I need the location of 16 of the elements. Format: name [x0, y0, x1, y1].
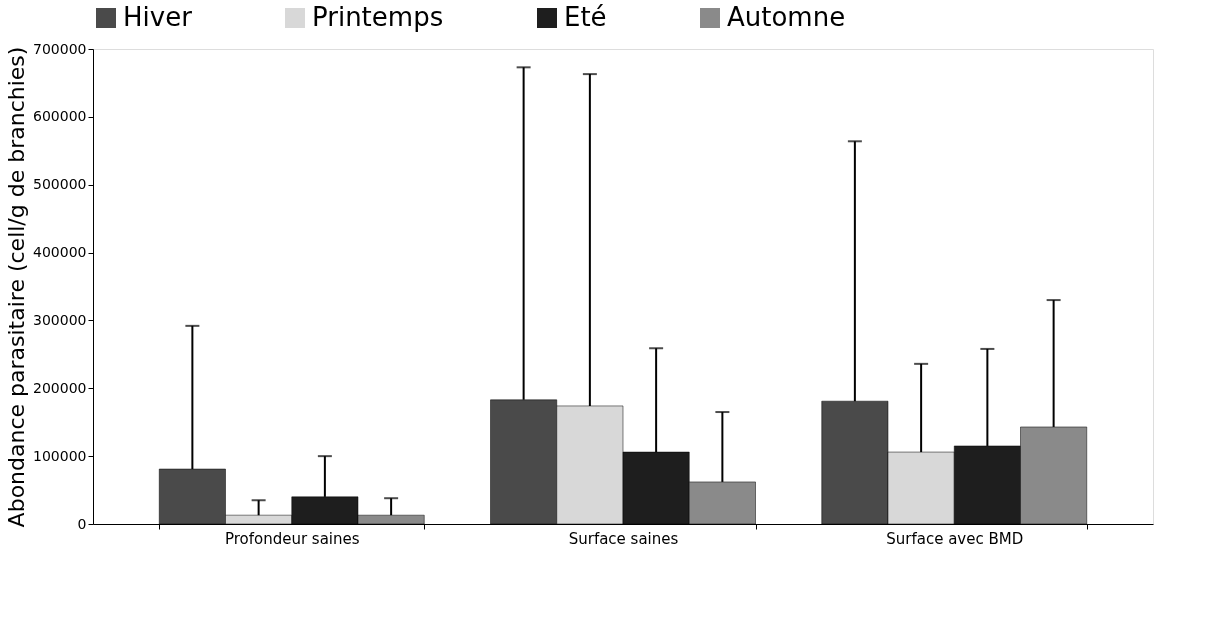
y-tick-label: 300000: [33, 311, 87, 328]
y-tick-label: 100000: [33, 447, 87, 464]
y-tick-label: 600000: [33, 108, 87, 125]
y-axis-title: Abondance parasitaire (cell/g de branchies): [4, 46, 30, 528]
x-tick-label: Surface avec BMD: [886, 529, 1024, 548]
x-tick-label: Surface saines: [568, 529, 679, 548]
legend-label: Printemps: [312, 2, 444, 32]
y-tick-label: 200000: [33, 379, 87, 396]
y-tick-label: 700000: [33, 40, 87, 57]
y-tick-label: 400000: [33, 244, 87, 261]
y-tick-label: 0: [77, 515, 87, 532]
y-tick-label: 500000: [33, 176, 87, 193]
legend-label: Hiver: [123, 2, 193, 32]
x-tick-label: Profondeur saines: [224, 529, 360, 548]
legend-label: Eté: [564, 2, 607, 32]
legend-label: Automne: [727, 2, 846, 32]
